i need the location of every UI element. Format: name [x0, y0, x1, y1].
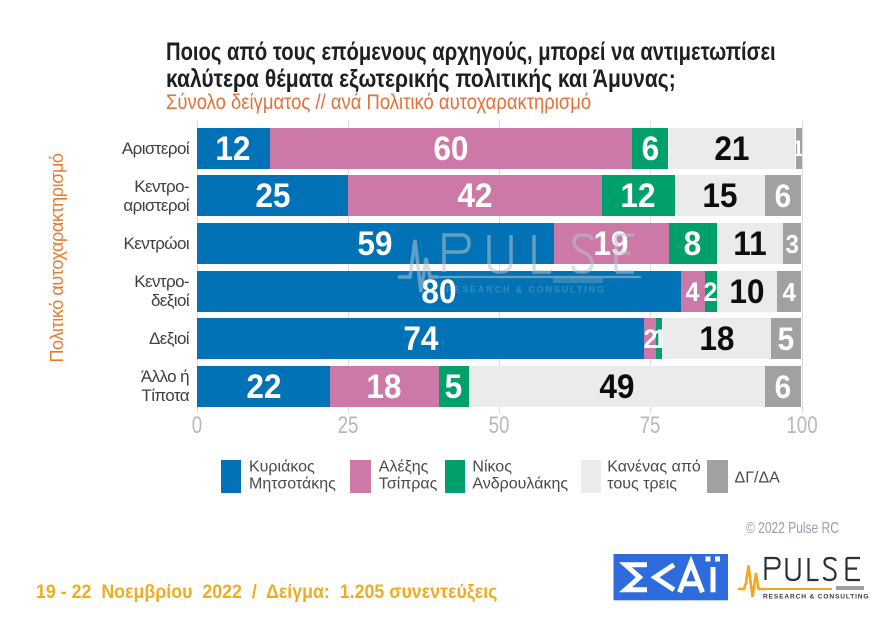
svg-text:RESEARCH & CONSULTING: RESEARCH & CONSULTING	[763, 594, 869, 601]
